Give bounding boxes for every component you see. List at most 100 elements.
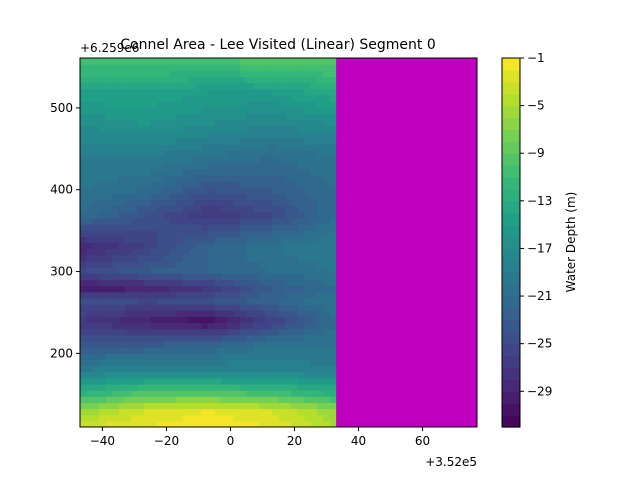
depth-cell — [316, 131, 324, 139]
depth-cell — [124, 260, 132, 268]
depth-cell — [112, 408, 120, 416]
depth-cell — [272, 156, 280, 164]
depth-cell — [297, 291, 305, 299]
depth-cell — [156, 94, 164, 102]
depth-cell — [272, 353, 280, 360]
depth-cell — [233, 371, 241, 379]
depth-cell — [150, 119, 158, 127]
depth-cell — [214, 340, 222, 348]
depth-cell — [112, 162, 120, 170]
depth-cell — [297, 76, 305, 84]
depth-cell — [233, 359, 241, 367]
depth-cell — [265, 224, 273, 231]
depth-cell — [169, 88, 177, 96]
depth-cell — [329, 365, 337, 373]
depth-cell — [284, 230, 292, 237]
depth-cell — [182, 414, 190, 422]
depth-cell — [240, 70, 248, 78]
depth-cell — [240, 119, 248, 127]
depth-cell — [265, 402, 273, 410]
depth-cell — [86, 230, 94, 237]
depth-cell — [131, 58, 139, 65]
depth-cell — [118, 297, 126, 305]
depth-cell — [329, 285, 337, 293]
depth-cell — [118, 254, 126, 262]
depth-cell — [86, 64, 94, 71]
depth-cell — [208, 150, 216, 157]
depth-cell — [214, 248, 222, 256]
depth-cell — [316, 211, 324, 219]
depth-cell — [246, 187, 254, 194]
depth-cell — [144, 365, 152, 373]
depth-cell — [188, 168, 196, 176]
depth-cell — [195, 334, 203, 342]
depth-cell — [163, 181, 171, 188]
depth-cell — [80, 193, 87, 201]
depth-cell — [169, 316, 177, 324]
depth-cell — [131, 267, 139, 274]
depth-cell — [105, 76, 113, 84]
depth-cell — [316, 70, 324, 78]
depth-cell — [240, 174, 248, 182]
depth-cell — [214, 137, 222, 145]
depth-cell — [188, 408, 196, 416]
depth-cell — [195, 217, 203, 225]
depth-cell — [208, 236, 216, 244]
depth-cell — [163, 236, 171, 244]
depth-cell — [284, 316, 292, 324]
depth-cell — [150, 137, 158, 145]
depth-cell — [144, 101, 152, 108]
depth-cell — [291, 408, 299, 416]
depth-cell — [131, 156, 139, 164]
depth-cell — [323, 217, 331, 225]
depth-cell — [227, 285, 235, 293]
depth-cell — [169, 236, 177, 244]
depth-cell — [310, 334, 318, 342]
depth-cell — [252, 310, 260, 317]
depth-cell — [92, 408, 100, 416]
depth-cell — [112, 137, 120, 145]
colorbar-tick-label: −25 — [527, 337, 552, 351]
depth-cell — [176, 64, 184, 71]
depth-cell — [252, 144, 260, 151]
depth-cell — [291, 279, 299, 287]
depth-cell — [195, 199, 203, 207]
depth-cell — [86, 322, 94, 330]
depth-cell — [272, 322, 280, 330]
depth-cell — [329, 408, 337, 416]
depth-cell — [329, 414, 337, 422]
depth-cell — [297, 181, 305, 188]
depth-cell — [176, 156, 184, 164]
depth-cell — [156, 107, 164, 114]
depth-cell — [227, 402, 235, 410]
depth-cell — [259, 254, 267, 262]
depth-cell — [195, 260, 203, 268]
depth-cell — [99, 347, 107, 354]
depth-cell — [284, 113, 292, 121]
depth-cell — [291, 224, 299, 231]
depth-cell — [323, 131, 331, 139]
depth-cell — [99, 211, 107, 219]
depth-cell — [188, 420, 196, 427]
depth-cell — [208, 94, 216, 102]
depth-cell — [220, 371, 228, 379]
depth-cell — [316, 322, 324, 330]
depth-cell — [323, 408, 331, 416]
depth-cell — [80, 236, 87, 244]
depth-cell — [169, 248, 177, 256]
depth-cell — [310, 230, 318, 237]
depth-cell — [304, 94, 312, 102]
depth-cell — [233, 390, 241, 397]
depth-cell — [131, 310, 139, 317]
depth-cell — [214, 131, 222, 139]
depth-cell — [323, 390, 331, 397]
depth-cell — [176, 310, 184, 317]
depth-cell — [112, 144, 120, 151]
depth-cell — [86, 88, 94, 96]
depth-cell — [176, 297, 184, 305]
depth-cell — [169, 285, 177, 293]
depth-cell — [124, 224, 132, 231]
depth-cell — [227, 156, 235, 164]
depth-cell — [80, 340, 87, 348]
plot-frame — [79, 57, 478, 428]
